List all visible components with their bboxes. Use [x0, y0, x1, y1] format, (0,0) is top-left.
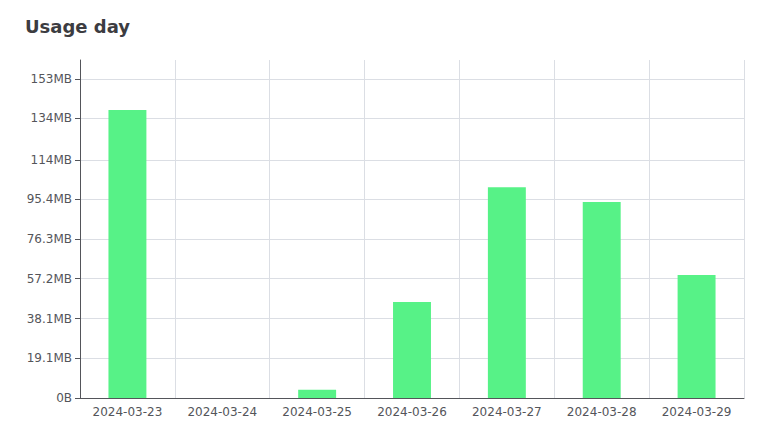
svg-text:19.1MB: 19.1MB: [27, 351, 72, 365]
svg-text:2024-03-25: 2024-03-25: [282, 405, 352, 419]
svg-text:2024-03-29: 2024-03-29: [662, 405, 732, 419]
svg-text:2024-03-28: 2024-03-28: [567, 405, 637, 419]
svg-text:95.4MB: 95.4MB: [27, 192, 72, 206]
svg-text:2024-03-26: 2024-03-26: [377, 405, 447, 419]
svg-text:57.2MB: 57.2MB: [27, 272, 72, 286]
svg-text:2024-03-24: 2024-03-24: [187, 405, 257, 419]
svg-text:2024-03-23: 2024-03-23: [93, 405, 163, 419]
svg-text:114MB: 114MB: [31, 153, 73, 167]
svg-text:0B: 0B: [56, 391, 72, 405]
svg-text:153MB: 153MB: [31, 72, 73, 86]
svg-text:Usage day: Usage day: [25, 16, 130, 37]
svg-text:76.3MB: 76.3MB: [27, 232, 72, 246]
svg-text:38.1MB: 38.1MB: [27, 312, 72, 326]
svg-text:2024-03-27: 2024-03-27: [472, 405, 542, 419]
svg-text:134MB: 134MB: [31, 111, 73, 125]
